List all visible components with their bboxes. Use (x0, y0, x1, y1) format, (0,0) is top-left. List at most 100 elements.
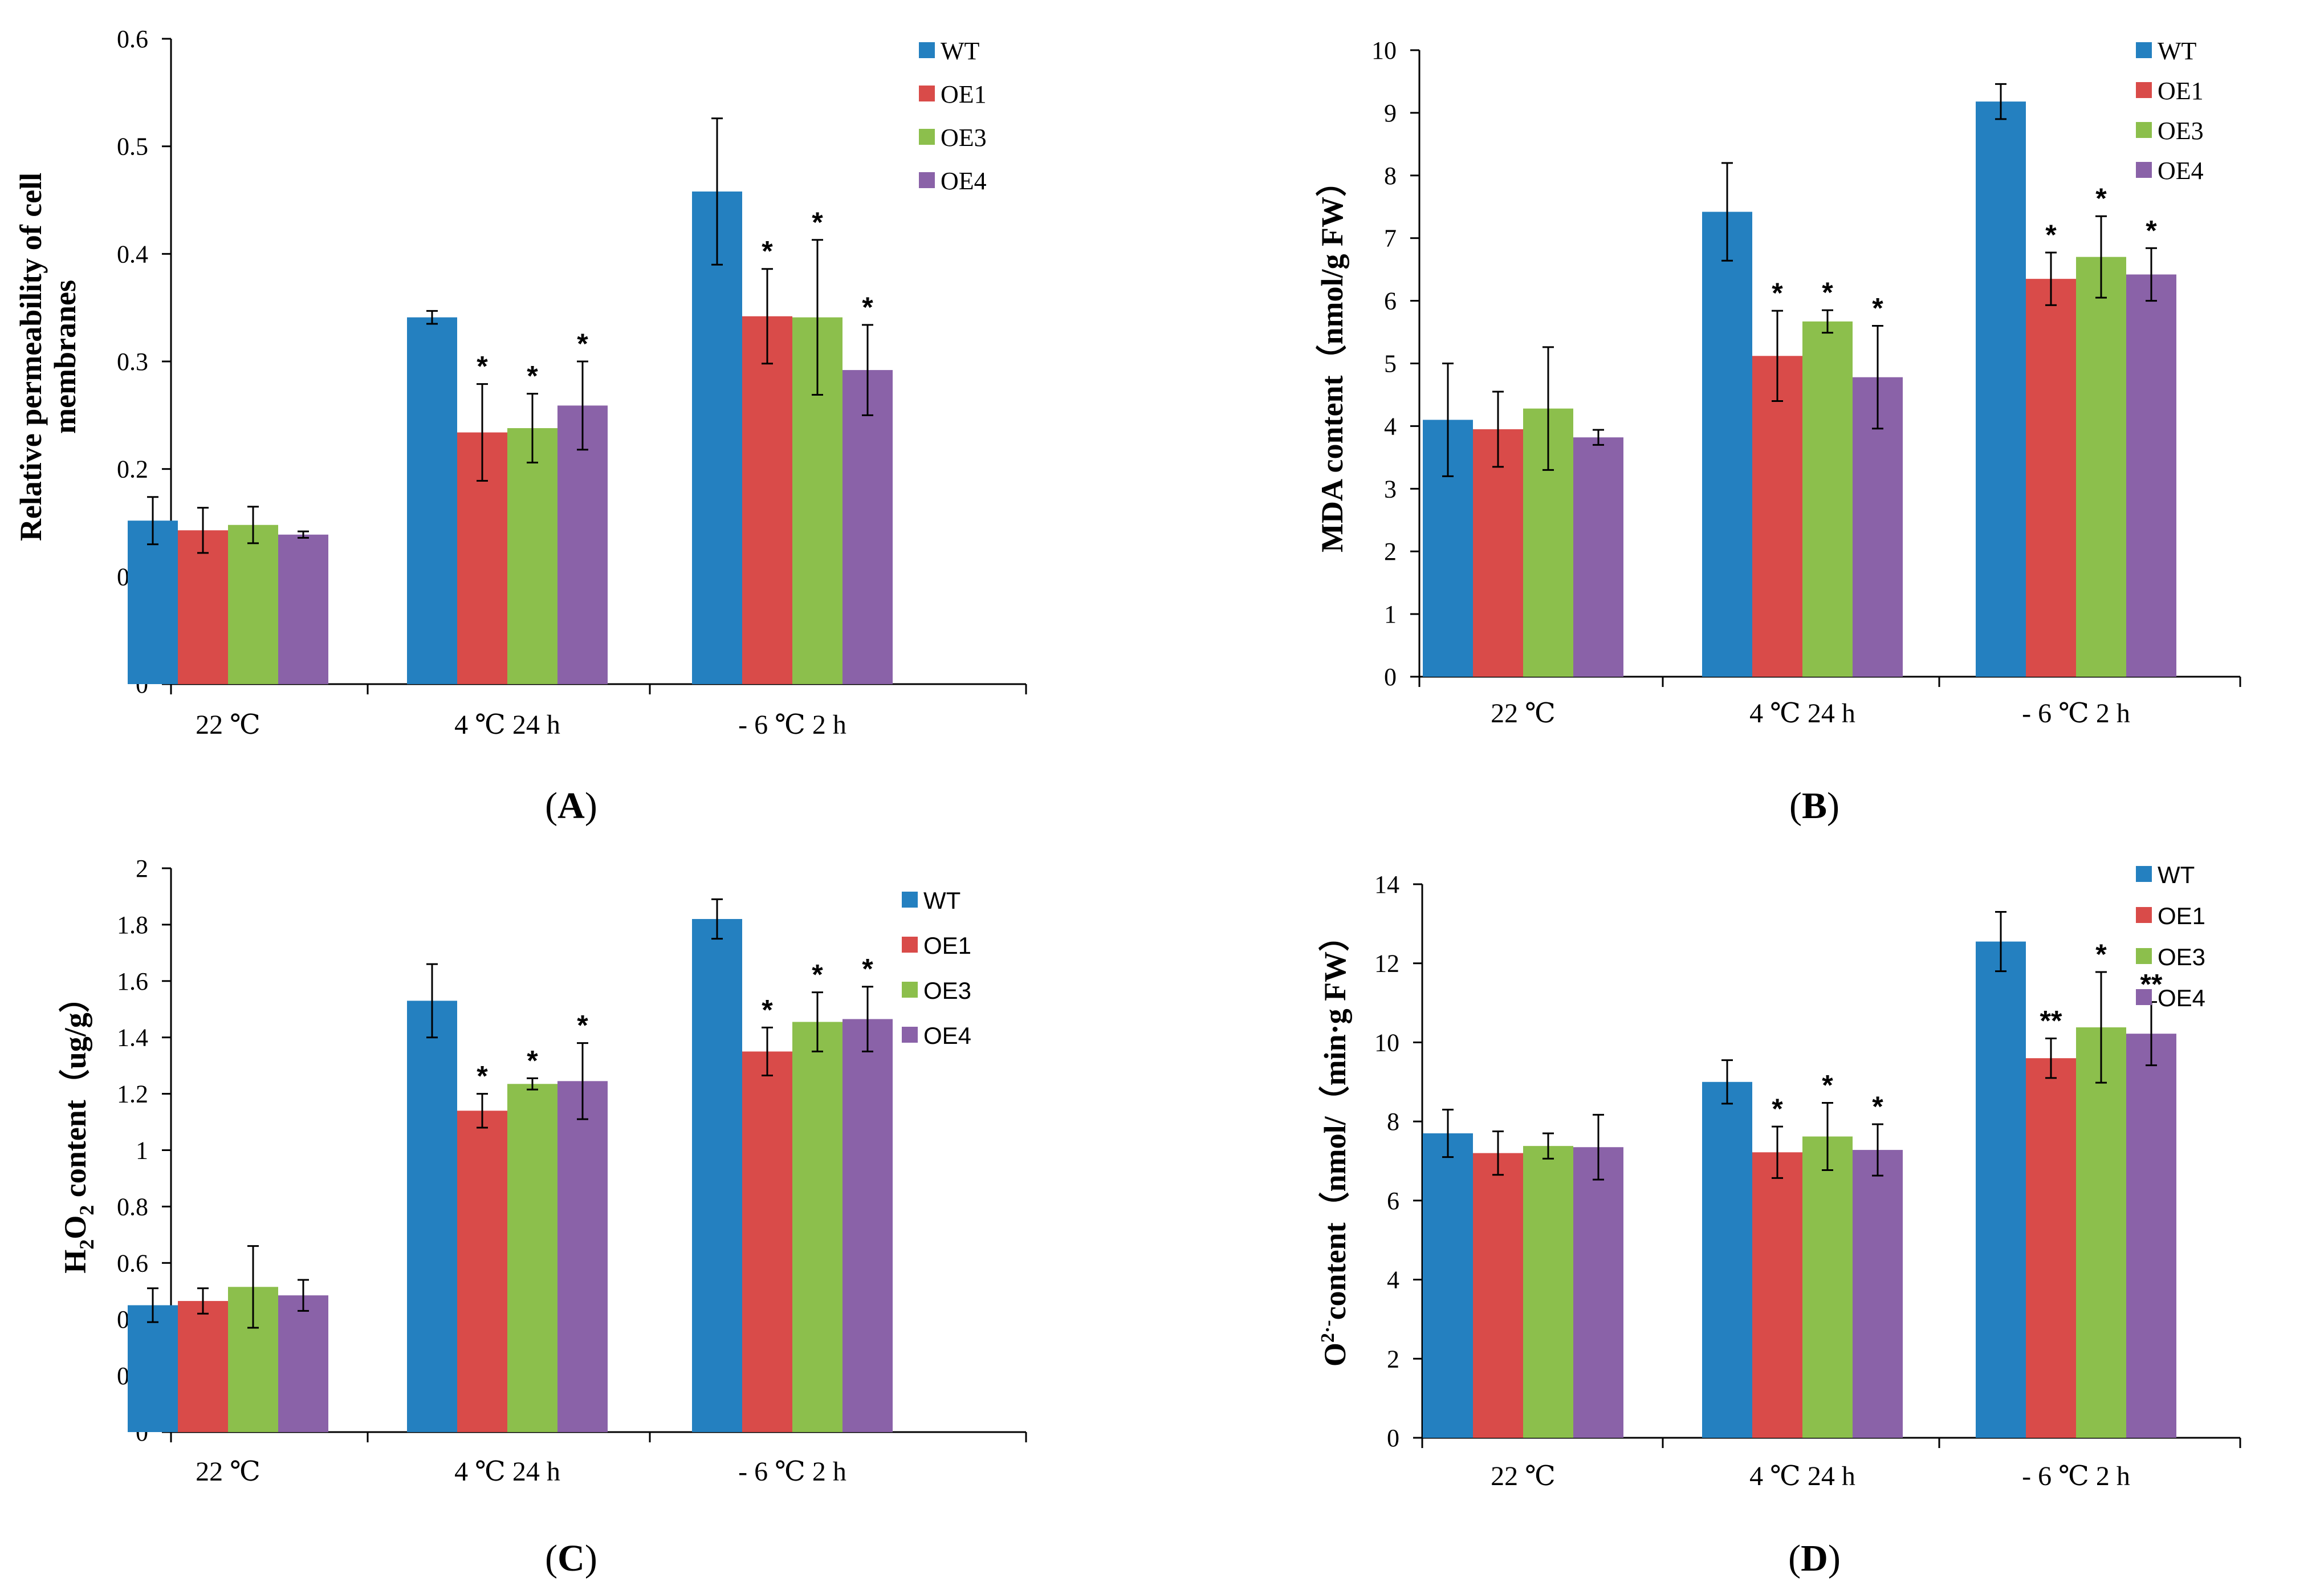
panel-c-bar-oe1 (742, 1051, 792, 1432)
panel-c-ylabel-h: H (58, 1250, 92, 1274)
panel-a-y-tick-label: 0.6 (117, 25, 148, 53)
panel-b-bar-oe4 (1573, 437, 1623, 677)
panel-a-legend-label-wt: WT (941, 37, 980, 65)
panel-d-y-tick-label: 4 (1387, 1266, 1399, 1294)
panel-a-ylabel-line-1: Relative permeability of cell (14, 173, 48, 541)
panel-b-significance-mark: * (2095, 182, 2107, 214)
panel-d-legend-label-wt: WT (2158, 861, 2195, 888)
panel-b-y-tick-label: 2 (1384, 538, 1397, 566)
panel-c-legend-label-wt: WT (923, 887, 960, 914)
panel-b-bar-wt (1976, 101, 2026, 677)
panel-a-legend-label-oe4: OE4 (941, 167, 987, 195)
panel-d-legend-label-oe1: OE1 (2158, 902, 2205, 929)
panel-d-legend-swatch-oe4 (2136, 989, 2152, 1005)
panel-c-bar-oe4 (842, 1019, 893, 1432)
panel-b-y-tick-label: 5 (1384, 350, 1397, 378)
panel-b-legend-swatch-oe1 (2136, 82, 2152, 98)
panel-c-significance-mark: * (527, 1044, 538, 1076)
panel-c-bar-wt (128, 1305, 178, 1432)
panel-c-bar-wt (407, 1001, 457, 1432)
panel-c-y-tick-label: 0.6 (117, 1249, 148, 1277)
panel-a-legend-swatch-oe3 (919, 129, 935, 145)
panel-a-label-letter: A (557, 785, 585, 827)
panel-b-bar-oe1 (1752, 356, 1802, 677)
panel-b-legend-label-oe4: OE4 (2158, 157, 2204, 185)
panel-a-category-label: - 6 ℃ 2 h (738, 710, 846, 740)
panel-a-bar-oe4 (842, 370, 893, 684)
panel-d-category-label: - 6 ℃ 2 h (2022, 1461, 2130, 1491)
panel-c-legend-label-oe1: OE1 (923, 932, 971, 959)
panel-b-category-label: 4 ℃ 24 h (1749, 698, 1855, 729)
panel-c-significance-mark: * (862, 953, 873, 985)
panel-b-y-tick-label: 9 (1384, 99, 1397, 127)
panel-d-bar-oe3 (2076, 1027, 2126, 1438)
panel-a-bar-oe4 (278, 534, 328, 684)
panel-c-y-tick-label: 1.8 (117, 911, 148, 939)
panel-b-bar-oe3 (2076, 257, 2126, 677)
panel-c-bar-oe3 (792, 1022, 842, 1432)
panel-b-significance-mark: * (2146, 214, 2157, 246)
panel-a: Relative permeability of cell membranes … (14, 25, 1027, 827)
panel-a-significance-mark: * (812, 206, 823, 238)
panel-b-significance-mark: * (1772, 277, 1783, 309)
panel-a-legend-label-oe1: OE1 (941, 80, 987, 108)
panel-a-bar-wt (128, 520, 178, 684)
panel-c-label: (C) (545, 1538, 597, 1579)
panel-b-plot: 0 1 2 3 4 5 6 7 8 9 10 22 ℃ 4 ℃ 24 h - 6 ℃ 2 h * * * * * * W… (1371, 36, 2241, 729)
panel-c-y-tick-label: 1.2 (117, 1080, 148, 1108)
panel-d-legend-label-oe4: OE4 (2158, 985, 2205, 1011)
panel-b-label-letter: B (1802, 785, 1827, 827)
panel-d: O2·-content（nmol/（min·g FW） 0 2 4 6 8 10 12 14 2… (1317, 861, 2241, 1579)
panel-a-ylabel-line-2: membranes (48, 280, 82, 434)
panel-c-bar-oe4 (557, 1081, 608, 1432)
panel-a-category-label: 4 ℃ 24 h (454, 710, 560, 740)
panel-c-legend-swatch-oe1 (902, 937, 918, 953)
panel-d-significance-mark: * (2095, 938, 2107, 970)
panel-b-legend-label-oe1: OE1 (2158, 77, 2204, 105)
panel-b-legend-label-wt: WT (2158, 37, 2197, 65)
panel-d-bar-wt (1976, 941, 2026, 1438)
panel-c-legend-label-oe4: OE4 (923, 1022, 971, 1049)
panel-c-y-tick-label: 0.8 (117, 1193, 148, 1221)
panel-d-y-tick-label: 10 (1374, 1028, 1399, 1056)
panel-a-bar-oe3 (507, 428, 557, 684)
panel-c-category-label: - 6 ℃ 2 h (738, 1457, 846, 1487)
panel-b-y-tick-label: 3 (1384, 475, 1397, 503)
panel-c-y-tick-label: 2 (136, 855, 148, 883)
panel-b-bar-oe1 (1473, 429, 1523, 677)
panel-d-category-label: 4 ℃ 24 h (1749, 1461, 1855, 1491)
panel-d-legend-swatch-oe1 (2136, 907, 2152, 923)
panel-c-significance-mark: * (812, 959, 823, 991)
panel-d-legend-label-oe3: OE3 (2158, 944, 2205, 970)
panel-b-bar-oe3 (1802, 321, 1853, 677)
panel-a-bar-oe3 (228, 524, 278, 684)
panel-b-y-tick-label: 8 (1384, 162, 1397, 190)
panel-d-significance-mark: * (1772, 1093, 1783, 1125)
panel-c-legend-swatch-oe3 (902, 982, 918, 998)
panel-a-significance-mark: * (862, 291, 873, 323)
panel-b-y-tick-label: 7 (1384, 225, 1397, 253)
panel-d-bar-oe4 (2126, 1034, 2176, 1438)
panel-b-label: (B) (1789, 785, 1839, 827)
panel-b-bar-oe1 (2026, 279, 2076, 677)
panel-a-bar-oe4 (557, 405, 608, 684)
panel-b-legend-swatch-oe3 (2136, 122, 2152, 138)
panel-d-significance-mark: ** (2040, 1005, 2062, 1036)
panel-c-y-tick-label: 1.4 (117, 1024, 148, 1052)
panel-a-legend-swatch-oe4 (919, 172, 935, 188)
panel-d-bar-oe3 (1802, 1136, 1853, 1438)
panel-a-bar-oe1 (742, 316, 792, 684)
panel-c-ylabel-rest: content（ug/g） (58, 982, 92, 1205)
panel-a-y-tick-label: 0.4 (117, 240, 148, 268)
panel-d-y-tick-label: 14 (1374, 871, 1399, 898)
panel-d-legend-swatch-wt (2136, 866, 2152, 882)
panel-a-y-tick-label: 0.5 (117, 133, 148, 161)
panel-a-significance-mark: * (762, 235, 773, 267)
panel-c-category-label: 4 ℃ 24 h (454, 1457, 560, 1487)
panel-a-plot: 00.10.20.30.40.50.622 ℃4 ℃ 24 h- 6 ℃ 2 h… (117, 25, 1027, 740)
panel-d-bar-oe1 (1473, 1153, 1523, 1438)
panel-c-legend-swatch-oe4 (902, 1027, 918, 1043)
